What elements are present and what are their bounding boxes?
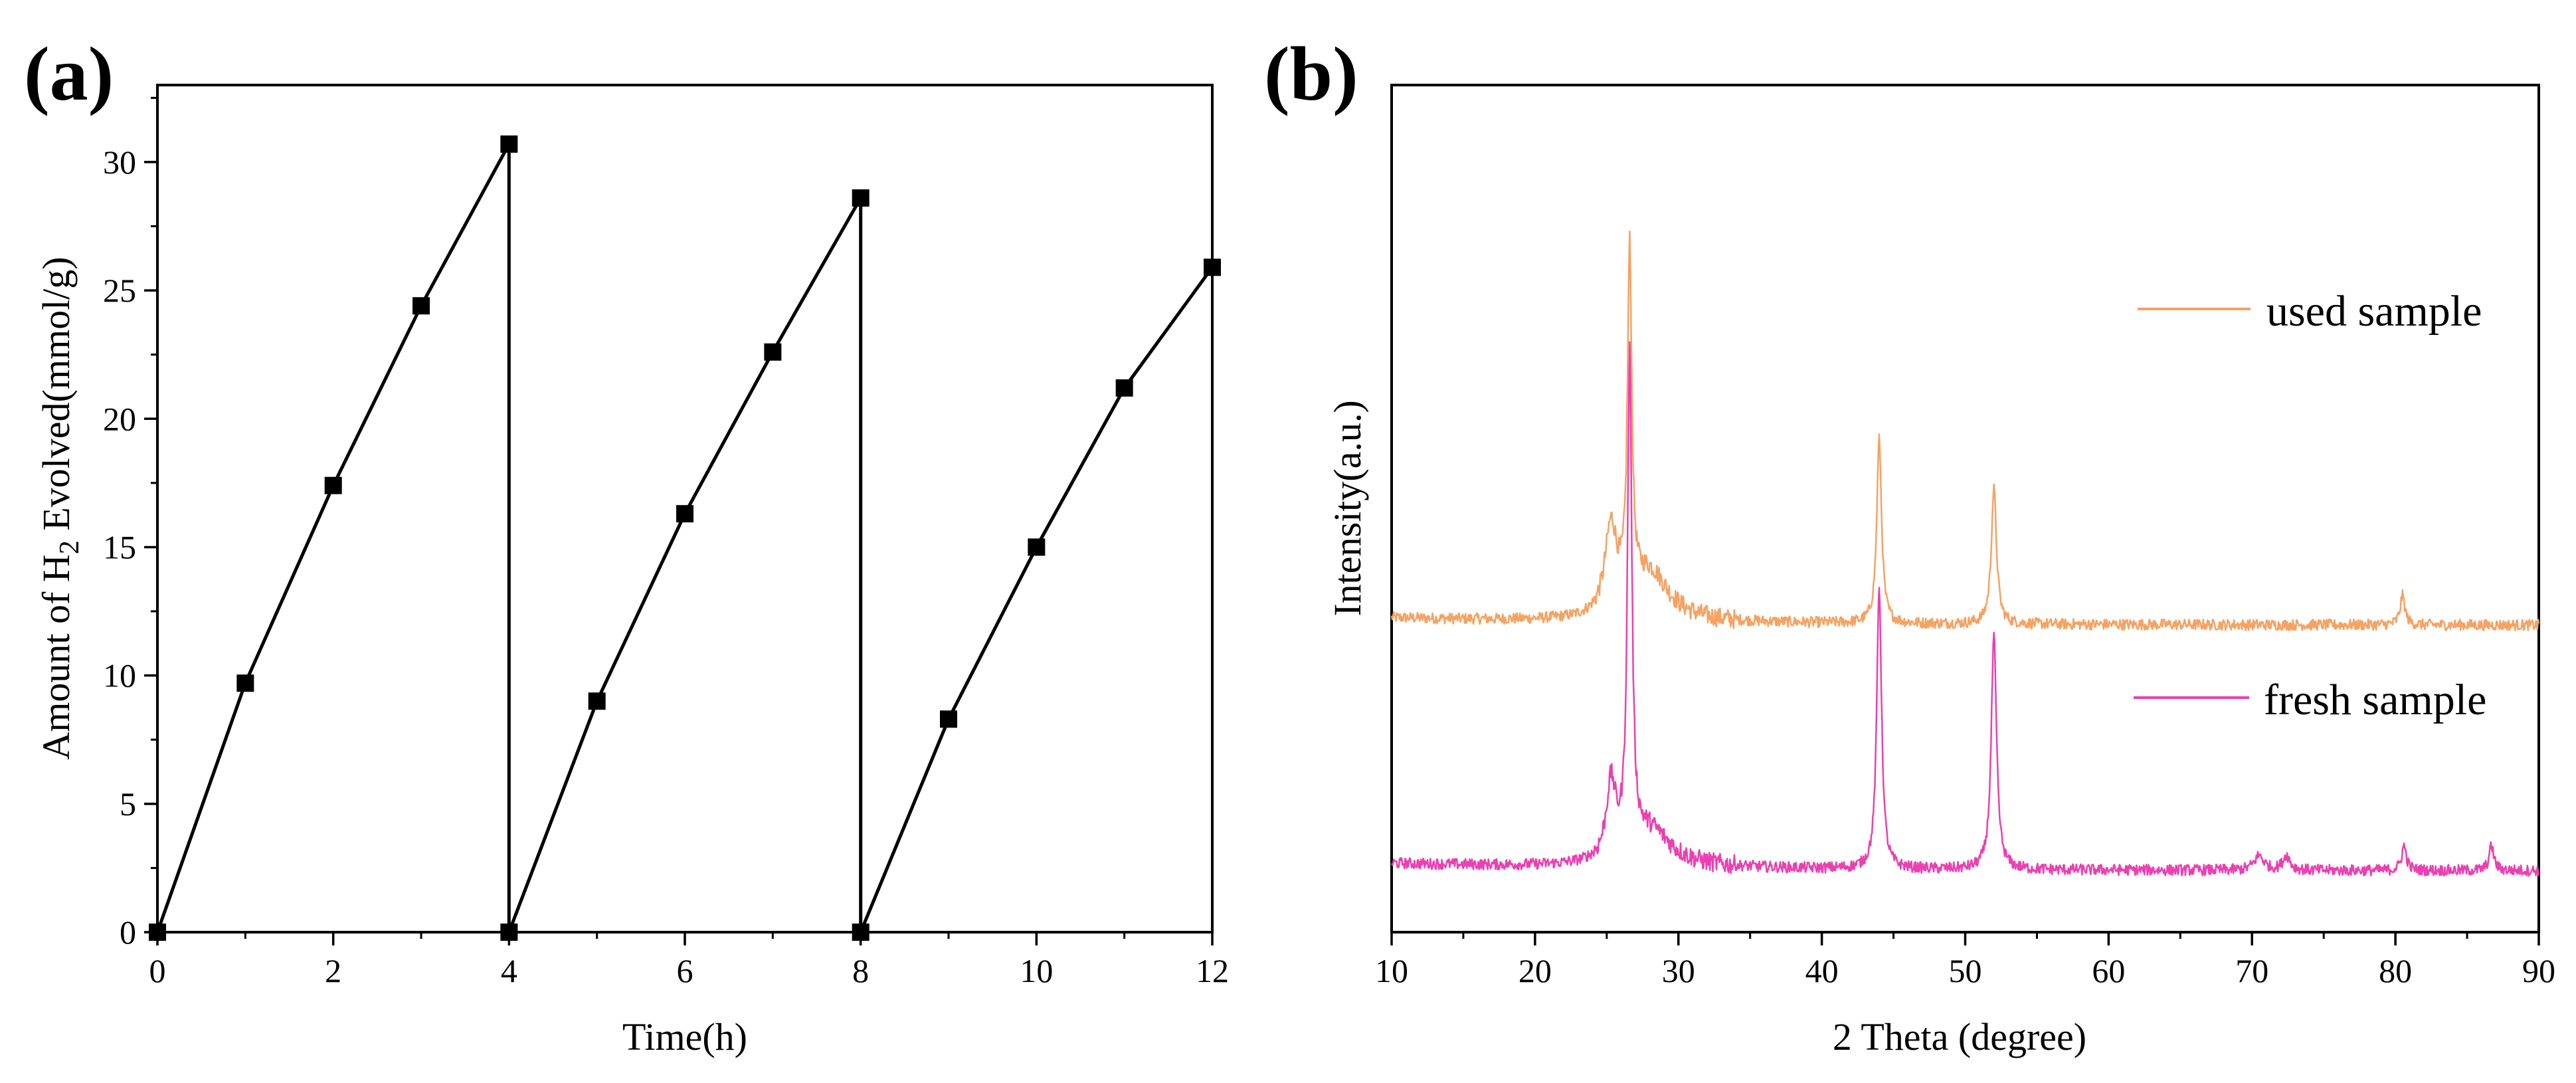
panel-a-markers bbox=[149, 135, 1221, 941]
x-tick-label: 10 bbox=[1020, 952, 1053, 989]
y-title-suffix: Evolved(mmol/g) bbox=[35, 256, 78, 540]
legend-label-used: used sample bbox=[2266, 287, 2482, 336]
x-tick-label: 12 bbox=[1196, 952, 1229, 989]
data-point bbox=[940, 710, 957, 728]
data-point bbox=[500, 135, 518, 153]
panel-a-y-axis-title: Amount of H2 Evolved(mmol/g) bbox=[35, 256, 85, 759]
legend-used: used sample bbox=[2138, 287, 2482, 336]
panel-a: (a) 0 2 4 6 8 10 12 0 5 10 15 20 25 30 Time(h) Amoun… bbox=[24, 32, 1229, 1058]
x-tick-label: 2 bbox=[325, 952, 341, 989]
data-point bbox=[1204, 258, 1221, 276]
y-tick-label: 0 bbox=[120, 914, 136, 951]
y-tick-label: 30 bbox=[103, 144, 136, 181]
x-tick-label: 30 bbox=[1662, 952, 1695, 989]
x-tick-label: 90 bbox=[2522, 952, 2555, 989]
x-tick-label: 20 bbox=[1518, 952, 1552, 989]
x-tick-label: 6 bbox=[677, 952, 693, 989]
legend-fresh: fresh sample bbox=[2134, 676, 2486, 724]
h2-series-line bbox=[155, 142, 1214, 934]
panel-b: (b) 10 20 30 40 50 60 70 80 90 used sample fresh… bbox=[1264, 32, 2555, 1058]
data-point bbox=[1115, 379, 1133, 397]
panel-b-x-axis-title: 2 Theta (degree) bbox=[1833, 1015, 2086, 1058]
data-point bbox=[764, 343, 782, 361]
data-point bbox=[1028, 538, 1046, 556]
data-point bbox=[852, 189, 870, 207]
x-tick-label: 50 bbox=[1949, 952, 1982, 989]
panel-b-series bbox=[1390, 230, 2540, 877]
x-tick-label: 10 bbox=[1375, 952, 1408, 989]
data-point bbox=[324, 476, 342, 494]
panel-b-label: (b) bbox=[1264, 32, 1358, 117]
used-sample-line bbox=[1390, 230, 2540, 632]
y-title-prefix: Amount of H bbox=[35, 554, 78, 759]
x-tick-label: 60 bbox=[2092, 952, 2125, 989]
panel-a-x-ticks: 0 2 4 6 8 10 12 bbox=[149, 932, 1229, 989]
y-tick-label: 25 bbox=[103, 272, 136, 309]
x-tick-label: 0 bbox=[149, 952, 166, 989]
panel-a-series bbox=[155, 142, 1214, 934]
panel-b-y-axis-title: Intensity(a.u.) bbox=[1326, 400, 1369, 616]
x-tick-label: 40 bbox=[1805, 952, 1839, 989]
data-point bbox=[500, 924, 518, 941]
data-point bbox=[588, 692, 606, 710]
data-point bbox=[676, 505, 693, 523]
fresh-sample-line bbox=[1390, 341, 2540, 877]
data-point bbox=[236, 674, 254, 692]
panel-a-y-ticks: 0 5 10 15 20 25 30 bbox=[103, 96, 157, 951]
x-tick-label: 80 bbox=[2379, 952, 2412, 989]
y-tick-label: 20 bbox=[103, 400, 136, 437]
data-point bbox=[852, 924, 870, 941]
x-tick-label: 70 bbox=[2235, 952, 2268, 989]
legend-label-fresh: fresh sample bbox=[2264, 676, 2486, 724]
x-tick-label: 4 bbox=[501, 952, 517, 989]
y-tick-label: 5 bbox=[120, 785, 136, 823]
panel-a-x-axis-title: Time(h) bbox=[622, 1015, 747, 1058]
y-tick-label: 10 bbox=[103, 657, 136, 694]
y-title-subscript: 2 bbox=[54, 540, 85, 554]
y-tick-label: 15 bbox=[103, 528, 136, 565]
panel-b-x-ticks: 10 20 30 40 50 60 70 80 90 bbox=[1375, 932, 2555, 989]
panel-a-label: (a) bbox=[24, 32, 114, 117]
panel-b-frame bbox=[1390, 84, 2540, 934]
x-tick-label: 8 bbox=[852, 952, 869, 989]
data-point bbox=[149, 924, 166, 941]
data-point bbox=[413, 297, 430, 315]
